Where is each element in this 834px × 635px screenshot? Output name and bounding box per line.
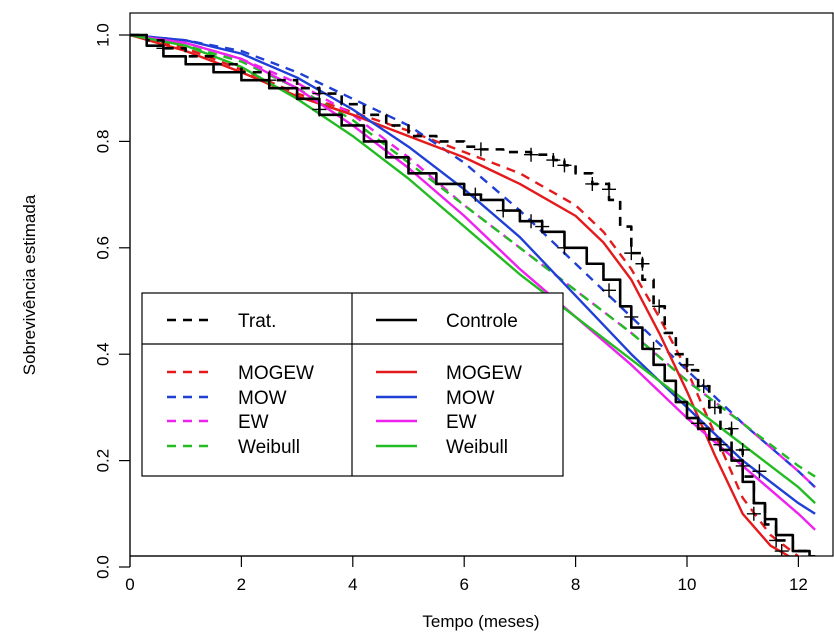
censor-mark-controle (524, 214, 539, 229)
censor-mark-trat (524, 147, 539, 162)
series-trat-trat-dashed (130, 33, 816, 556)
censor-mark-trat (312, 102, 327, 117)
x-tick-label: 10 (678, 575, 697, 594)
censor-mark-trat (680, 357, 694, 372)
censor-mark-controle (713, 437, 728, 452)
y-axis-title: Sobrevivência estimada (20, 194, 39, 375)
y-tick-label: 1.0 (93, 23, 112, 47)
censor-mark-controle (557, 240, 572, 255)
censor-mark-trat (624, 246, 639, 261)
censor-mark-controle (746, 506, 761, 521)
censor-mark-trat (602, 182, 617, 197)
series-trat-weibull-dashed (130, 33, 816, 478)
censor-mark-trat (557, 158, 572, 173)
censor-mark-trat (312, 86, 327, 101)
censor-mark-controle (735, 458, 750, 473)
y-tick-label: 0.8 (93, 130, 112, 154)
y-axis: 0.0 0.2 0.4 0.6 0.8 1.0 (93, 23, 131, 579)
censor-mark-trat (769, 533, 784, 548)
censor-mark-layer (156, 41, 789, 556)
x-axis: 0 2 4 6 8 10 12 (125, 555, 808, 594)
y-tick-label: 0.6 (93, 236, 112, 260)
censor-mark-trat (546, 153, 561, 168)
x-tick-label: 4 (348, 575, 357, 594)
legend-mogew-label-left: MOGEW (238, 363, 314, 384)
series-controle-ew-solid (130, 33, 816, 531)
legend: Trat. Controle MOGEW MOW EW Weibull MOGE… (141, 292, 564, 477)
censor-mark-trat (652, 299, 667, 314)
censor-mark-trat (696, 379, 711, 394)
censor-mark-trat (752, 464, 767, 479)
censor-mark-trat (724, 421, 739, 436)
censor-mark-controle (468, 187, 483, 202)
censor-mark-controle (646, 341, 661, 356)
censor-mark-trat (735, 442, 750, 457)
x-tick-label: 2 (237, 575, 246, 594)
legend-trat-label: Trat. (238, 311, 276, 332)
censor-mark-trat (585, 176, 600, 191)
censor-mark-trat (156, 41, 171, 56)
series-controle-mow-solid (130, 33, 816, 515)
censor-mark-trat (262, 73, 277, 88)
legend-mogew-label-right: MOGEW (446, 363, 522, 384)
y-tick-label: 0.2 (93, 449, 112, 473)
x-tick-label: 8 (571, 575, 580, 594)
legend-weibull-label-left: Weibull (238, 437, 300, 458)
series-controle-weibull-solid (130, 33, 816, 505)
censor-mark-controle (624, 309, 639, 324)
legend-controle-label: Controle (446, 311, 518, 332)
legend-weibull-label-right: Weibull (446, 437, 508, 458)
x-tick-label: 12 (789, 575, 808, 594)
censor-mark-controle (535, 219, 550, 234)
series-trat-mogew-dashed (130, 33, 802, 556)
censor-mark-controle (602, 283, 617, 298)
y-tick-label: 0.0 (93, 555, 112, 579)
series-layer (130, 33, 816, 556)
x-tick-label: 0 (125, 575, 134, 594)
censor-mark-trat (473, 142, 488, 157)
x-tick-label: 6 (459, 575, 468, 594)
legend-mow-label-left: MOW (238, 388, 287, 409)
x-axis-title: Tempo (meses) (422, 612, 539, 631)
censor-mark-controle (691, 416, 706, 431)
series-controle-controle-solid (130, 33, 816, 556)
legend-ew-label-left: EW (238, 412, 269, 433)
legend-mow-label-right: MOW (446, 388, 495, 409)
censor-mark-controle (496, 203, 511, 218)
censor-mark-trat (707, 400, 722, 415)
y-tick-label: 0.4 (93, 342, 112, 366)
censor-mark-trat (635, 256, 650, 271)
legend-ew-label-right: EW (446, 412, 477, 433)
